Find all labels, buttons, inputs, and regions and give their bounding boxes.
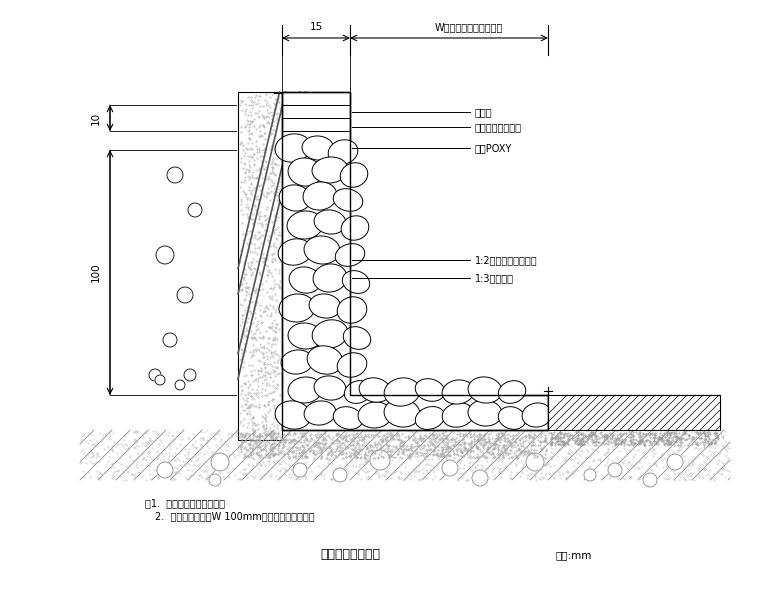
Circle shape bbox=[175, 380, 185, 390]
Circle shape bbox=[472, 470, 488, 486]
Ellipse shape bbox=[307, 346, 343, 374]
Circle shape bbox=[188, 203, 202, 217]
Polygon shape bbox=[548, 395, 720, 430]
Ellipse shape bbox=[337, 297, 367, 323]
Circle shape bbox=[211, 453, 229, 471]
Text: 100: 100 bbox=[91, 263, 101, 282]
Text: W（另详平面示意详图）: W（另详平面示意详图） bbox=[435, 22, 503, 32]
Ellipse shape bbox=[328, 140, 358, 164]
Circle shape bbox=[526, 453, 544, 471]
Circle shape bbox=[584, 469, 596, 481]
Ellipse shape bbox=[333, 407, 363, 429]
Ellipse shape bbox=[358, 402, 392, 428]
Ellipse shape bbox=[442, 403, 473, 427]
Ellipse shape bbox=[341, 216, 369, 240]
Ellipse shape bbox=[499, 381, 526, 403]
Ellipse shape bbox=[384, 399, 420, 427]
Text: 2.  粉粹粉石子粒淡W 100mm半径单平分割调整。: 2. 粉粹粉石子粒淡W 100mm半径单平分割调整。 bbox=[155, 511, 315, 521]
Circle shape bbox=[293, 463, 307, 477]
Ellipse shape bbox=[344, 380, 372, 403]
Circle shape bbox=[333, 468, 347, 482]
Circle shape bbox=[177, 287, 193, 303]
Ellipse shape bbox=[344, 326, 371, 349]
Ellipse shape bbox=[415, 407, 445, 429]
Text: 粉面灰: 粉面灰 bbox=[475, 107, 492, 117]
Text: 10: 10 bbox=[91, 111, 101, 125]
Ellipse shape bbox=[333, 189, 363, 211]
Ellipse shape bbox=[303, 182, 337, 210]
Text: 单位:mm: 单位:mm bbox=[555, 550, 591, 560]
Circle shape bbox=[608, 463, 622, 477]
Circle shape bbox=[209, 474, 221, 486]
Ellipse shape bbox=[499, 407, 526, 429]
Ellipse shape bbox=[384, 378, 420, 406]
Polygon shape bbox=[282, 92, 548, 430]
Ellipse shape bbox=[304, 236, 340, 264]
Ellipse shape bbox=[468, 377, 502, 403]
Ellipse shape bbox=[288, 377, 322, 403]
Ellipse shape bbox=[337, 353, 367, 377]
Text: 15: 15 bbox=[309, 22, 323, 32]
Text: 1:2水泥粉天然彩石粉: 1:2水泥粉天然彩石粉 bbox=[475, 255, 537, 265]
Text: 网管刷涂一底二度: 网管刷涂一底二度 bbox=[475, 122, 522, 132]
Text: 注1.  粉石子采天然彩色石。: 注1. 粉石子采天然彩色石。 bbox=[145, 498, 225, 508]
Polygon shape bbox=[238, 92, 548, 440]
Ellipse shape bbox=[468, 400, 502, 426]
Text: 1:3水泥粉刷: 1:3水泥粉刷 bbox=[475, 273, 514, 283]
Ellipse shape bbox=[279, 294, 315, 322]
Circle shape bbox=[370, 450, 390, 470]
Ellipse shape bbox=[288, 158, 322, 186]
Ellipse shape bbox=[313, 264, 347, 292]
Ellipse shape bbox=[312, 320, 348, 348]
Ellipse shape bbox=[359, 378, 391, 402]
Text: 涂布POXY: 涂布POXY bbox=[475, 143, 512, 153]
Ellipse shape bbox=[342, 271, 369, 294]
Ellipse shape bbox=[312, 157, 348, 183]
Circle shape bbox=[667, 454, 683, 470]
Ellipse shape bbox=[335, 244, 365, 267]
Text: 粉石子踢脚大样图: 粉石子踢脚大样图 bbox=[320, 549, 380, 561]
Ellipse shape bbox=[288, 323, 322, 349]
Circle shape bbox=[157, 462, 173, 478]
Circle shape bbox=[149, 369, 161, 381]
Ellipse shape bbox=[289, 267, 321, 293]
Circle shape bbox=[163, 333, 177, 347]
Ellipse shape bbox=[304, 401, 336, 425]
Ellipse shape bbox=[309, 294, 341, 318]
Ellipse shape bbox=[314, 210, 346, 234]
Ellipse shape bbox=[314, 376, 346, 400]
Ellipse shape bbox=[522, 403, 552, 427]
Ellipse shape bbox=[278, 239, 312, 265]
Ellipse shape bbox=[279, 185, 311, 211]
Ellipse shape bbox=[275, 134, 311, 162]
Circle shape bbox=[156, 246, 174, 264]
Circle shape bbox=[184, 369, 196, 381]
Ellipse shape bbox=[340, 163, 368, 187]
Circle shape bbox=[643, 473, 657, 487]
Ellipse shape bbox=[281, 350, 313, 374]
Circle shape bbox=[167, 167, 183, 183]
Ellipse shape bbox=[302, 136, 334, 160]
Ellipse shape bbox=[275, 401, 311, 429]
Ellipse shape bbox=[287, 211, 323, 239]
Ellipse shape bbox=[442, 380, 474, 404]
Ellipse shape bbox=[415, 379, 445, 401]
Polygon shape bbox=[238, 92, 282, 440]
Circle shape bbox=[155, 375, 165, 385]
Circle shape bbox=[442, 460, 458, 476]
